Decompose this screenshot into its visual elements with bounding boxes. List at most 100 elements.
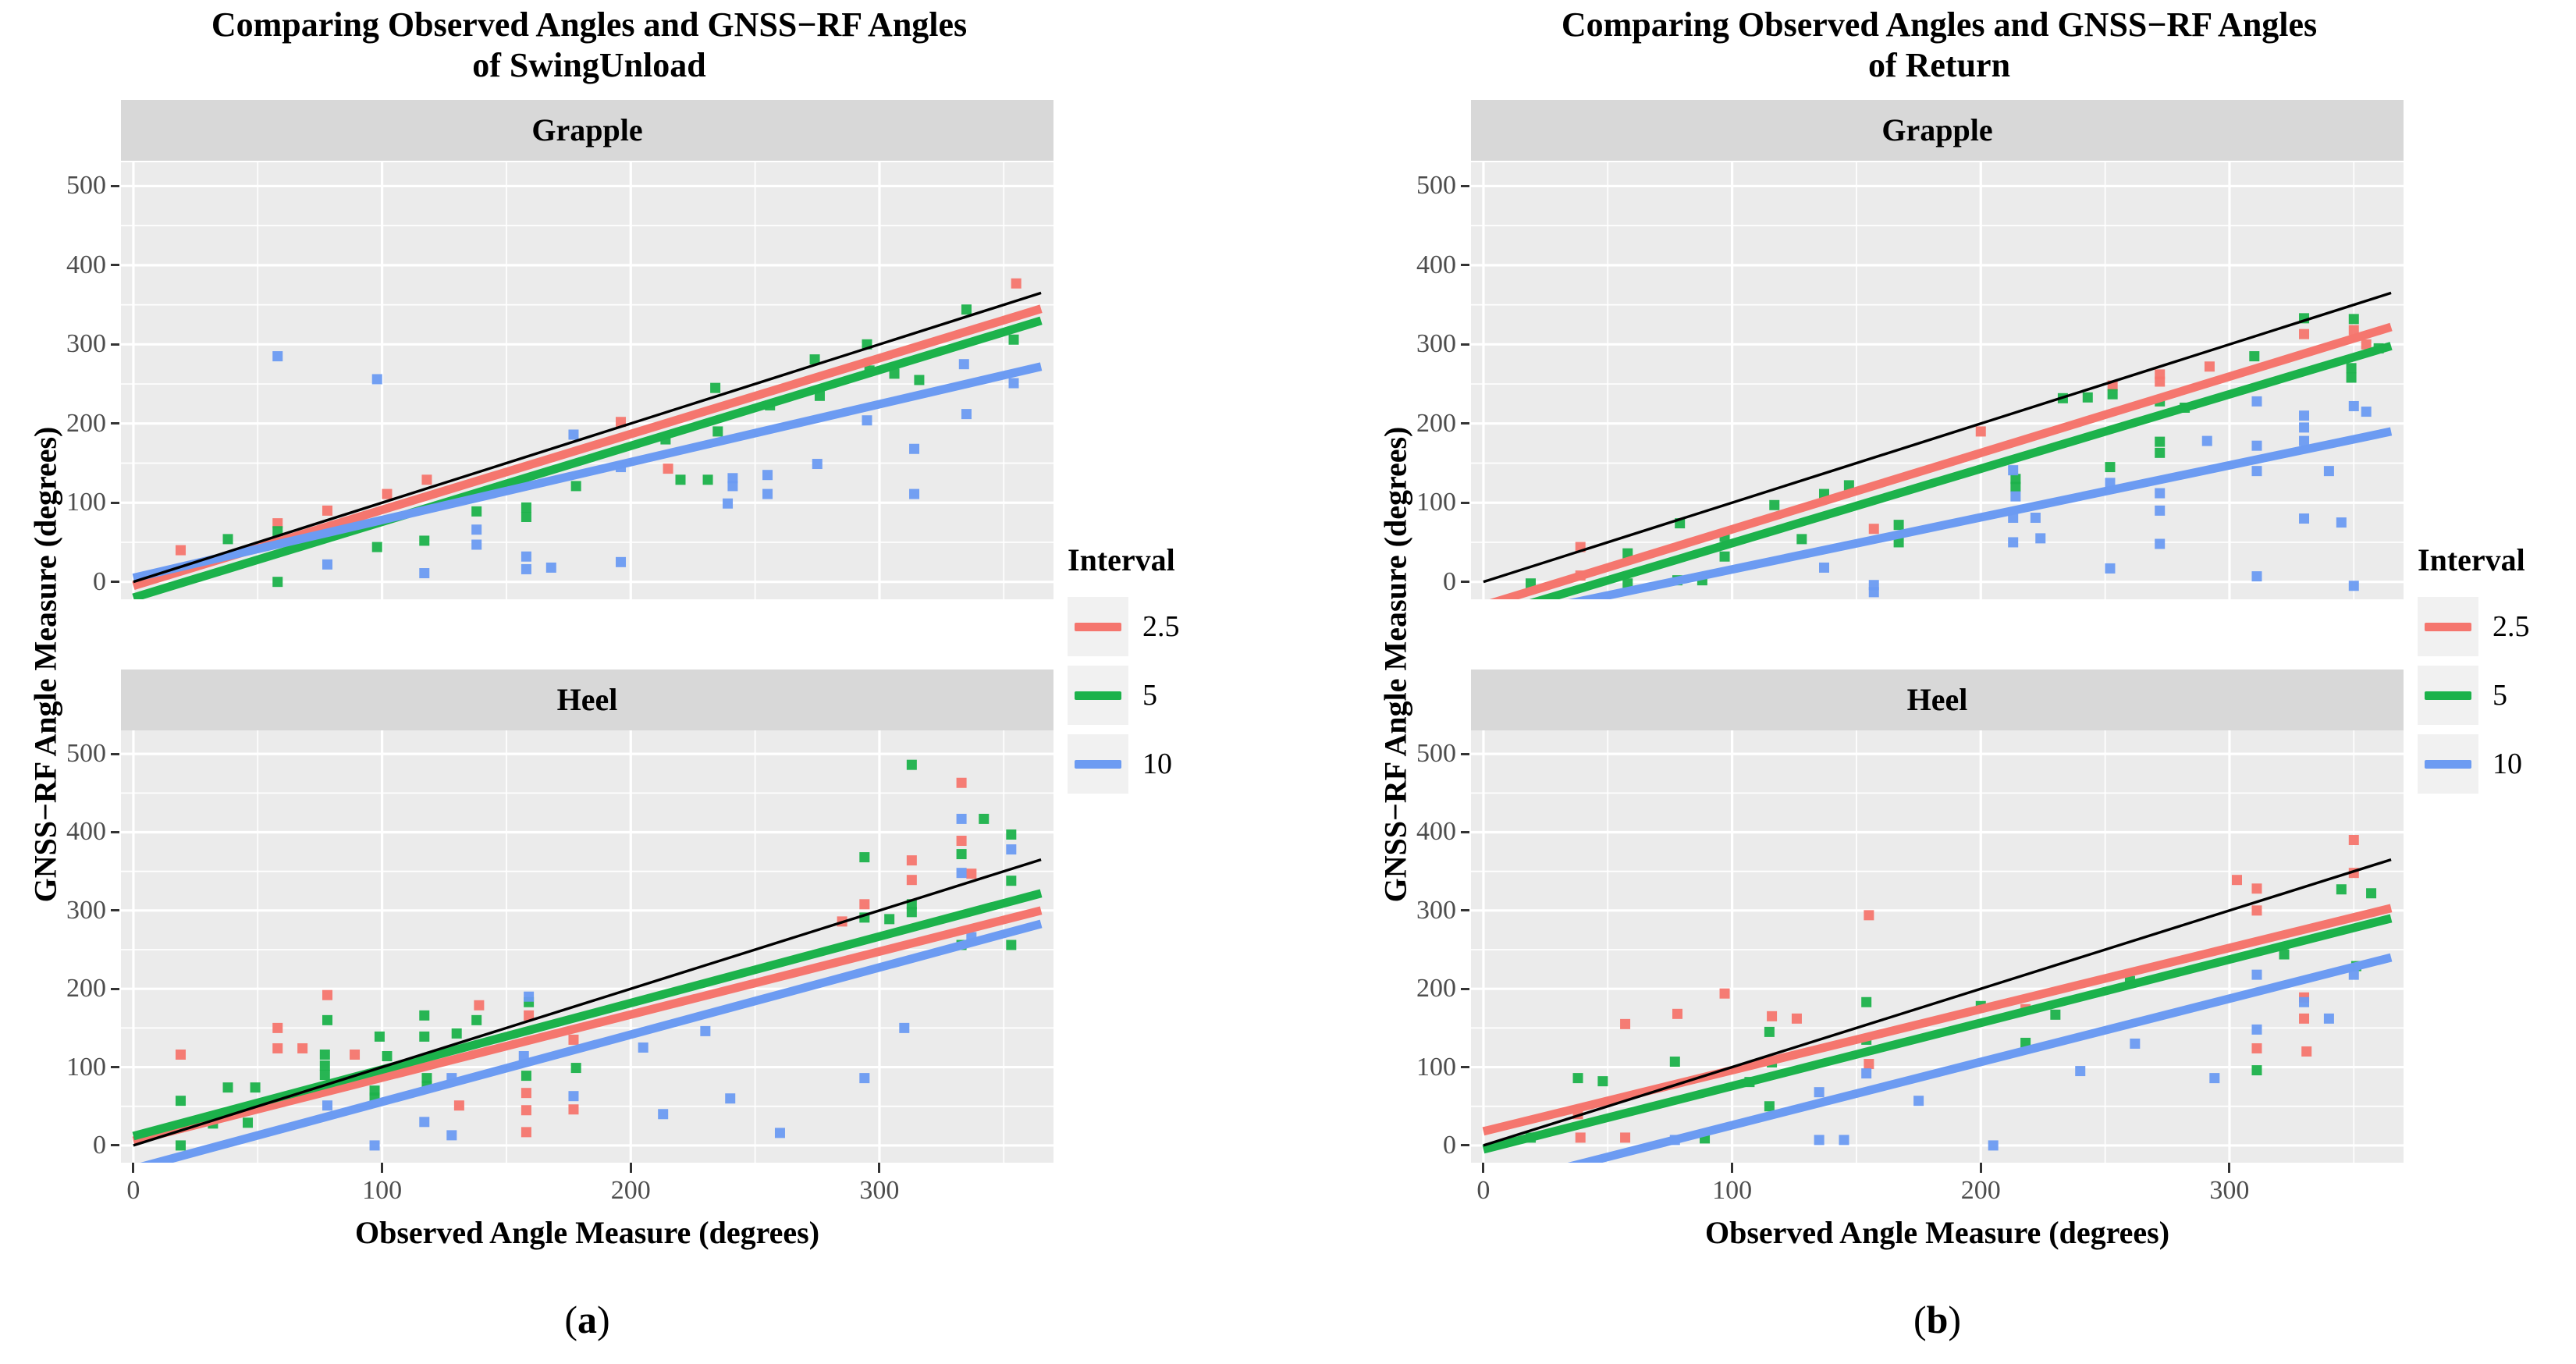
- caption-open: (: [1913, 1298, 1927, 1341]
- legend-swatch: [2425, 760, 2471, 769]
- y-tick-mark: [1461, 830, 1469, 833]
- data-point-interval-5: [1769, 499, 1780, 510]
- data-point-interval-10: [2299, 513, 2310, 524]
- y-tick-mark: [1461, 264, 1469, 267]
- y-tick-label: 300: [1416, 329, 1456, 359]
- data-point-interval-5: [809, 354, 820, 365]
- legend-key-tile: [1068, 666, 1128, 725]
- data-point-interval-2.5: [2361, 339, 2372, 350]
- y-tick-label: 100: [1416, 1052, 1456, 1082]
- data-point-interval-10: [616, 556, 627, 567]
- x-tick-mark: [1731, 1163, 1734, 1173]
- data-point-interval-5: [1006, 940, 1017, 950]
- data-point-interval-10: [568, 429, 579, 440]
- data-point-interval-2.5: [350, 1050, 361, 1060]
- data-point-interval-10: [1861, 1068, 1872, 1079]
- data-point-interval-5: [2010, 481, 2021, 492]
- data-point-interval-10: [1819, 562, 1830, 573]
- chart-title-line1: Comparing Observed Angles and GNSS−RF An…: [1561, 5, 2318, 44]
- facet-chart: [121, 730, 1053, 1163]
- data-point-interval-2.5: [663, 464, 673, 474]
- data-point-interval-5: [272, 577, 283, 588]
- data-point-interval-2.5: [175, 545, 186, 556]
- data-point-interval-2.5: [1767, 1011, 1778, 1021]
- data-point-interval-10: [471, 524, 482, 535]
- data-point-interval-5: [2348, 314, 2359, 325]
- data-point-interval-2.5: [2348, 325, 2359, 336]
- legend-label: 5: [1142, 679, 1157, 712]
- data-point-interval-10: [545, 562, 556, 573]
- caption-b: (b): [1471, 1297, 2404, 1342]
- data-point-interval-10: [909, 443, 920, 454]
- data-point-interval-5: [1719, 551, 1730, 562]
- data-point-interval-5: [914, 375, 925, 385]
- legend-swatch: [1075, 623, 1121, 631]
- data-point-interval-2.5: [1864, 1059, 1874, 1070]
- data-point-interval-10: [2323, 466, 2334, 477]
- caption-open: (: [564, 1298, 577, 1341]
- legend-key-tile: [1068, 734, 1128, 794]
- data-point-interval-10: [322, 1100, 332, 1111]
- y-tick-mark: [111, 1066, 119, 1069]
- data-point-interval-2.5: [2251, 1043, 2262, 1053]
- data-point-interval-5: [1764, 1026, 1775, 1037]
- data-point-interval-5: [906, 759, 917, 770]
- legend-entry: 5: [1068, 666, 1263, 725]
- x-tick-label: 200: [1960, 1176, 2001, 1205]
- data-point-interval-5: [1006, 829, 1017, 840]
- data-point-interval-5: [419, 1010, 430, 1021]
- data-point-interval-10: [899, 1022, 910, 1033]
- data-point-interval-2.5: [2251, 883, 2262, 894]
- y-tick-mark: [1461, 1144, 1469, 1147]
- data-point-interval-10: [727, 481, 738, 492]
- data-point-interval-2.5: [2231, 875, 2242, 886]
- data-point-interval-2.5: [2299, 1013, 2310, 1024]
- data-point-interval-10: [762, 470, 773, 481]
- data-point-interval-10: [725, 1093, 736, 1104]
- data-point-interval-2.5: [966, 868, 977, 879]
- data-point-interval-10: [471, 539, 482, 550]
- data-point-interval-10: [2299, 996, 2310, 1007]
- y-tick-label: 500: [1416, 171, 1456, 201]
- legend-entries: 2.5 5 10: [2418, 597, 2576, 794]
- data-point-interval-10: [638, 1042, 648, 1053]
- y-tick-mark: [1461, 909, 1469, 912]
- y-tick-label: 0: [93, 567, 106, 596]
- data-point-interval-2.5: [616, 417, 627, 428]
- legend: Interval 2.5 5 10: [2418, 542, 2576, 803]
- data-point-interval-10: [2209, 1073, 2220, 1084]
- caption-close: ): [597, 1298, 610, 1341]
- y-tick-label: 500: [66, 171, 106, 201]
- facet-strip-heel: Heel: [1471, 670, 2404, 730]
- chart-title-a: Comparing Observed Angles and GNSS−RF An…: [47, 5, 1132, 86]
- legend-entry: 5: [2418, 666, 2576, 725]
- data-point-interval-5: [712, 426, 723, 437]
- data-point-interval-2.5: [524, 1010, 535, 1021]
- facet-chart: [1471, 162, 2404, 599]
- plot-area-grapple: [1471, 162, 2404, 599]
- data-point-interval-5: [319, 1060, 330, 1071]
- legend-label: 2.5: [2493, 610, 2530, 643]
- data-point-interval-10: [1839, 1135, 1849, 1146]
- data-point-interval-5: [521, 1071, 531, 1082]
- x-tick-mark: [878, 1163, 881, 1173]
- x-tick-label: 300: [859, 1176, 900, 1205]
- data-point-interval-2.5: [1868, 524, 1879, 535]
- y-tick-label: 0: [1443, 1130, 1456, 1160]
- x-tick-label: 300: [2209, 1176, 2250, 1205]
- figure-panel-b: Comparing Observed Angles and GNSS−RF An…: [1350, 0, 2576, 1364]
- facet-strip-heel: Heel: [121, 670, 1053, 730]
- data-point-interval-10: [2299, 410, 2310, 421]
- data-point-interval-5: [961, 304, 972, 315]
- y-tick-mark: [111, 752, 119, 755]
- legend-key-tile: [1068, 597, 1128, 656]
- legend-swatch: [2425, 691, 2471, 700]
- fit-line-interval-2.5: [1489, 322, 2393, 599]
- legend-swatch: [1075, 760, 1121, 769]
- data-point-interval-10: [322, 559, 332, 570]
- y-tick-label: 100: [1416, 488, 1456, 517]
- data-point-interval-10: [2251, 969, 2262, 980]
- fit-line-interval-5: [1482, 914, 2393, 1154]
- y-tick-mark: [111, 422, 119, 425]
